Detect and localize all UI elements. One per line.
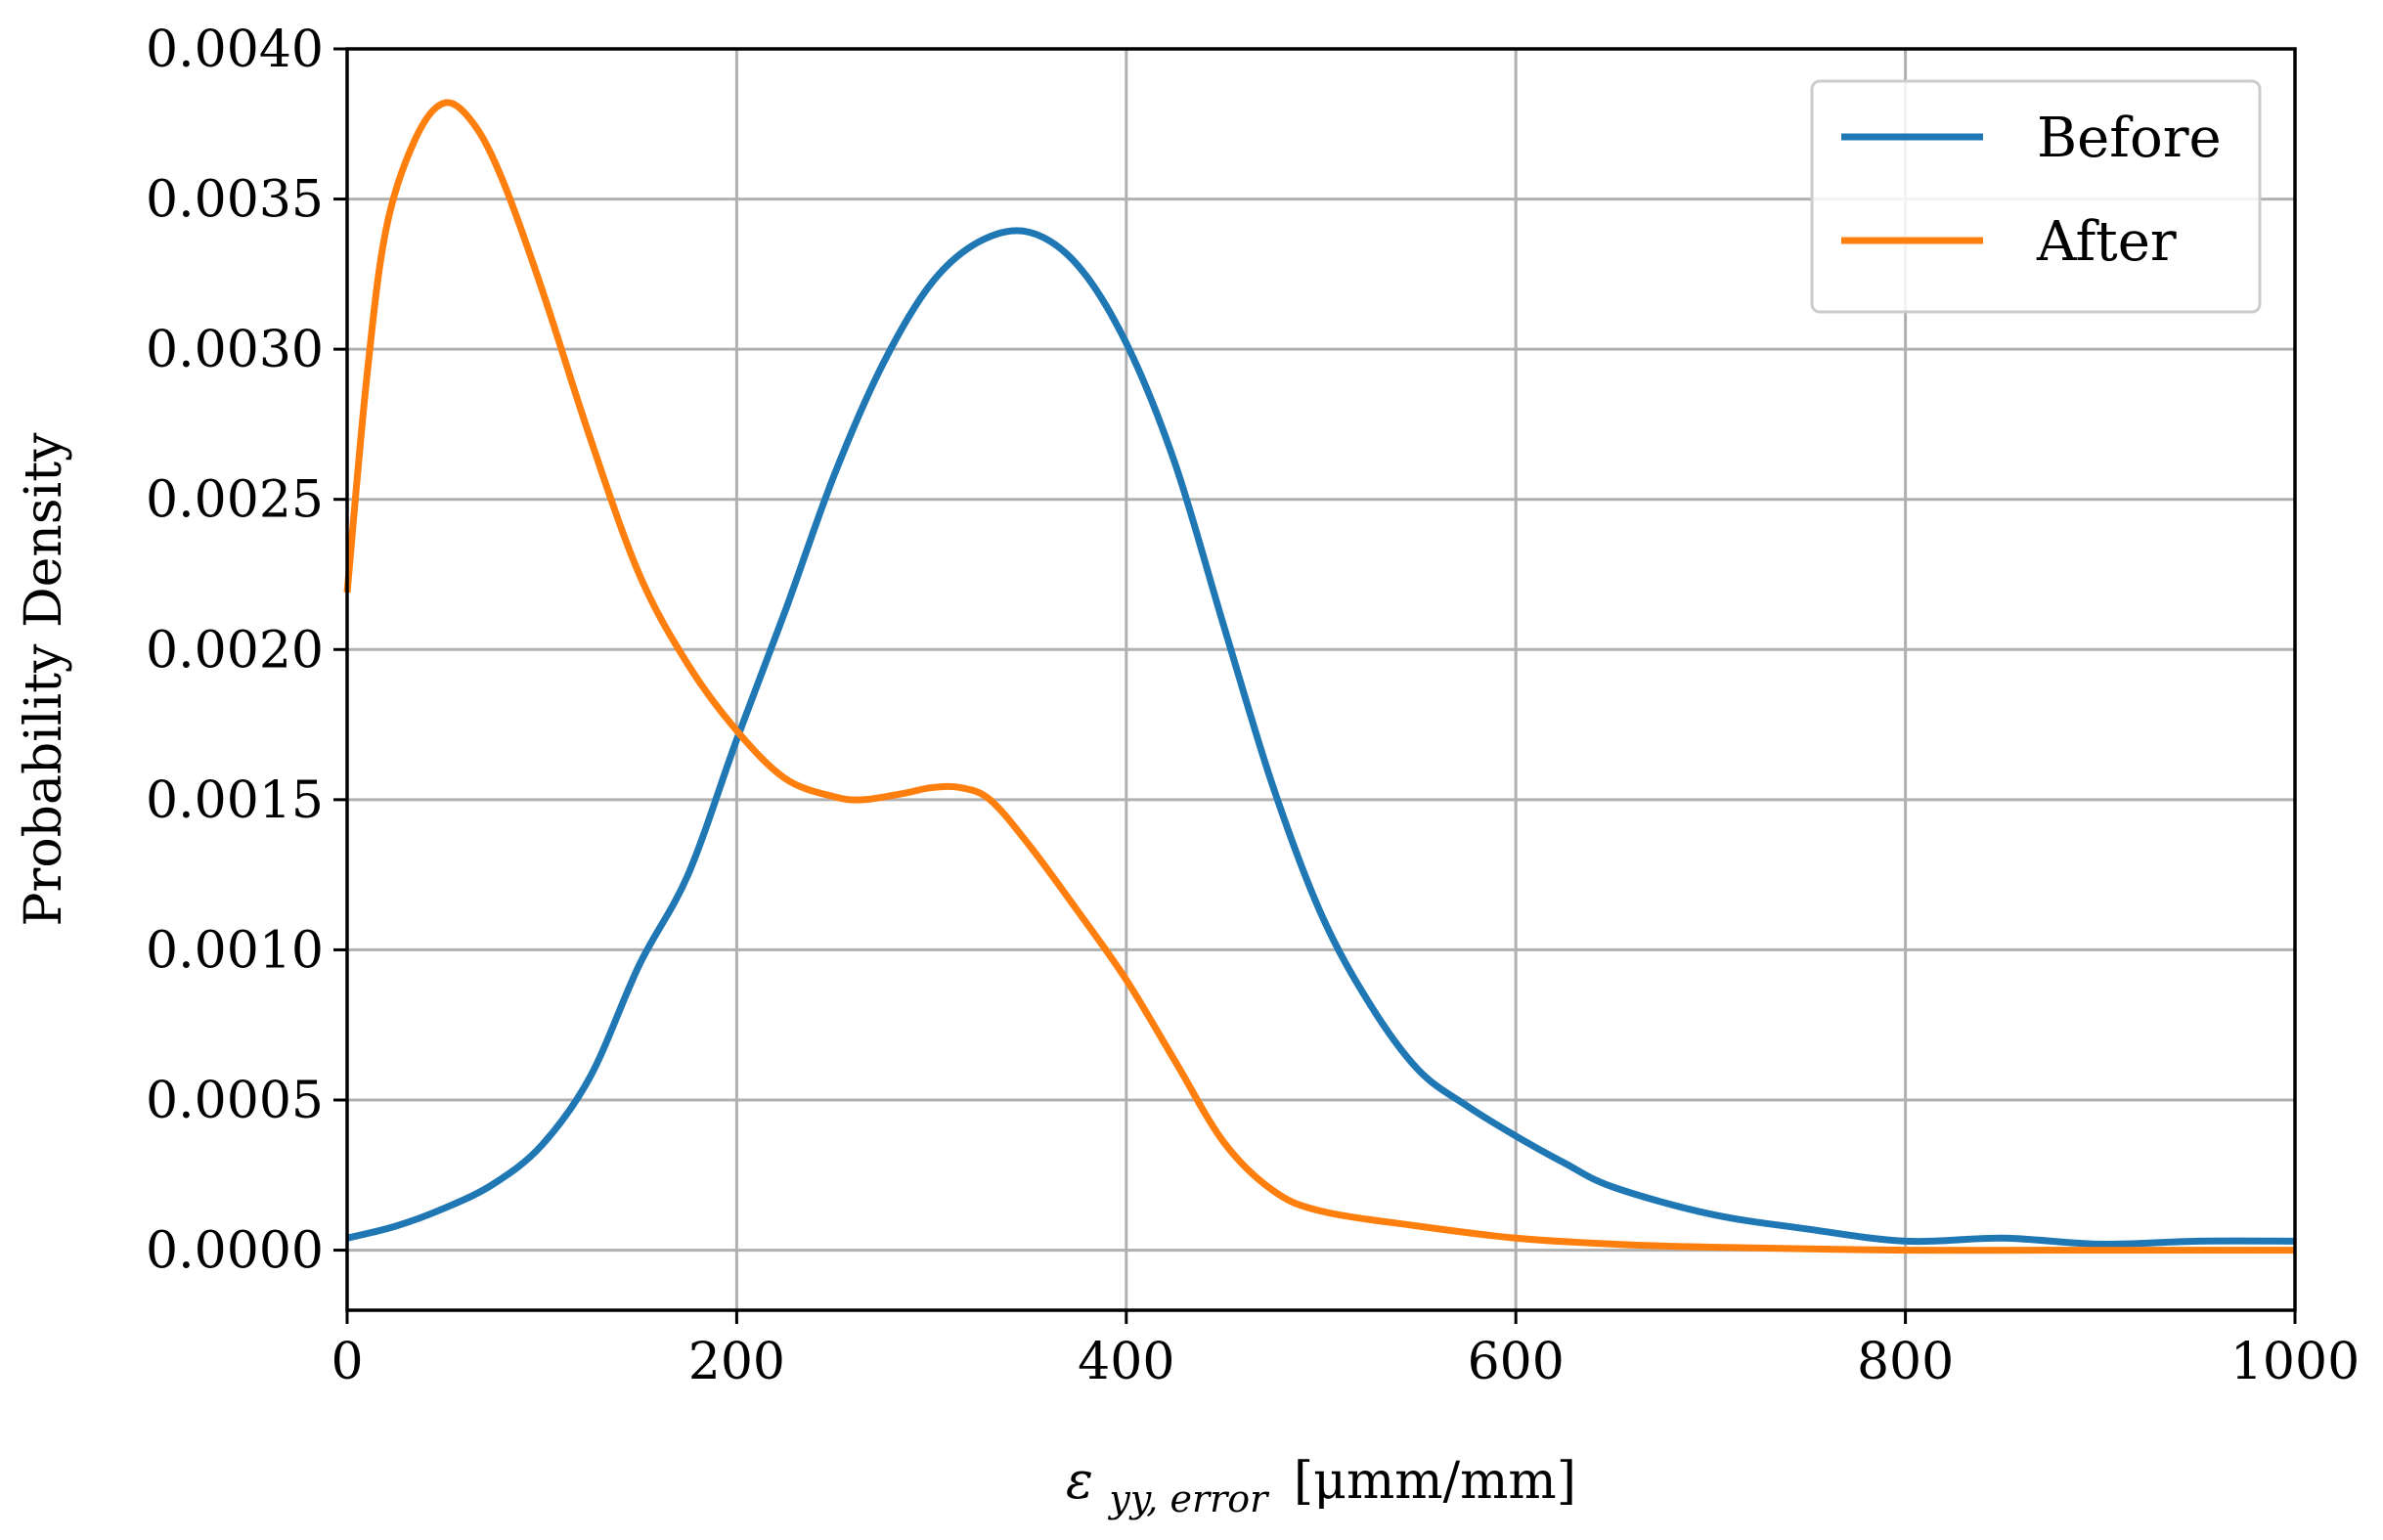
x-tick-label: 800 (1857, 1333, 1954, 1391)
x-axis-title: ε yy, error [μmm/mm] (1066, 1452, 1576, 1524)
y-tick-label: 0.0000 (146, 1222, 324, 1281)
y-tick-label: 0.0010 (146, 921, 324, 980)
plot-frame (345, 47, 2297, 1312)
x-tick-label: 400 (1078, 1333, 1174, 1391)
x-axis-title-subscript: yy, error (1107, 1477, 1270, 1520)
series-lines (343, 99, 2296, 1254)
y-tick-label: 0.0020 (146, 621, 324, 680)
y-axis-title: Probability Density (15, 432, 73, 927)
legend: Before After (1810, 79, 2262, 314)
x-tick-label: 600 (1468, 1333, 1565, 1391)
series-line-after (343, 99, 2295, 1254)
legend-label-before: Before (2037, 107, 2222, 170)
x-axis-title-unit: [μmm/mm] (1294, 1452, 1576, 1511)
x-tick-label: 1000 (2230, 1333, 2360, 1391)
y-tick-label: 0.0005 (146, 1072, 324, 1130)
y-tick-label: 0.0015 (146, 771, 324, 830)
legend-label-after: After (2036, 210, 2177, 274)
y-tick-label: 0.0035 (146, 171, 324, 230)
axis-ticks: 0 200 400 600 800 1000 0.0000 0.0005 0.0010 0.001… (146, 21, 2360, 1391)
y-tick-label: 0.0030 (146, 321, 324, 379)
x-axis-title-symbol: ε (1066, 1452, 1093, 1511)
x-tick-label: 200 (688, 1333, 785, 1391)
series-line-before (346, 227, 2296, 1248)
y-tick-label: 0.0040 (146, 21, 324, 79)
y-tick-label: 0.0025 (146, 471, 324, 530)
x-tick-label: 0 (331, 1333, 363, 1391)
